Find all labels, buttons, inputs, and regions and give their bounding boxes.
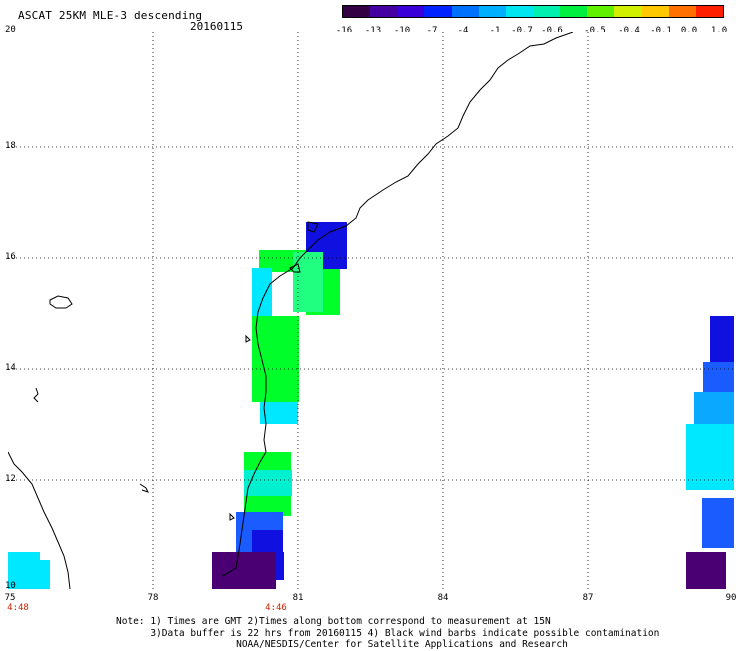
note-line: NOAA/NESDIS/Center for Satellite Applica…: [116, 639, 568, 650]
colorbar-segment: [641, 6, 669, 17]
longitude-label: 81: [292, 593, 304, 603]
colorbar-segment: [424, 6, 452, 17]
product-title: ASCAT 25KM MLE-3 descending: [18, 9, 203, 22]
latitude-label: 12: [5, 474, 16, 484]
colorbar-label: -7: [426, 26, 438, 36]
pass-time-label: 4:46: [265, 603, 287, 613]
colorbar-label: -10: [393, 26, 411, 36]
colorbar-segment: [343, 6, 371, 17]
colorbar-label: -13: [364, 26, 382, 36]
pass-time-label: 4:48: [7, 603, 29, 613]
wind-map: [8, 32, 734, 589]
colorbar-label: -4: [457, 26, 469, 36]
colorbar-segment: [695, 6, 723, 17]
colorbar-segment: [614, 6, 642, 17]
colorbar-label: -0.5: [584, 26, 606, 36]
graticule: [8, 32, 734, 589]
colorbar-label: -16: [335, 26, 353, 36]
colorbar-label: -0.1: [650, 26, 672, 36]
latitude-label: 14: [5, 363, 16, 373]
longitude-label: 90: [725, 593, 737, 603]
scatterometer-swath-west: [8, 552, 50, 589]
colorbar-segment: [505, 6, 533, 17]
colorbar-label: -0.6: [541, 26, 563, 36]
colorbar-segment: [451, 6, 479, 17]
colorbar-label: -0.7: [511, 26, 533, 36]
longitude-label: 78: [147, 593, 159, 603]
longitude-label: 84: [437, 593, 449, 603]
scatterometer-swath-east: [686, 316, 734, 589]
latitude-label: 16: [5, 252, 16, 262]
longitude-label: 87: [582, 593, 594, 603]
latitude-label: 10: [5, 581, 16, 591]
footnotes: Note: 1) Times are GMT 2)Times along bot…: [116, 616, 659, 651]
latitude-label: 20: [5, 25, 16, 35]
scatterometer-swath-coast: [212, 222, 347, 589]
note-line: Note: 1) Times are GMT 2)Times along bot…: [116, 616, 551, 627]
color-scale-labels: -16 -13 -10 -7 -4 -1 -0.7 -0.6 -0.5 -0.4…: [330, 26, 740, 40]
colorbar-label: -0.4: [618, 26, 640, 36]
colorbar-segment: [560, 6, 588, 17]
coastline: [8, 32, 574, 589]
latitude-label: 18: [5, 141, 16, 151]
color-scale-bar: [342, 5, 724, 18]
colorbar-segment: [478, 6, 506, 17]
longitude-label: 75: [4, 593, 16, 603]
colorbar-label: 0.0: [680, 26, 698, 36]
colorbar-segment: [370, 6, 398, 17]
colorbar-label: 1.0: [710, 26, 728, 36]
map-frame: [8, 32, 734, 589]
colorbar-label: -1: [489, 26, 501, 36]
colorbar-segment: [532, 6, 561, 17]
colorbar-segment: [587, 6, 615, 17]
colorbar-segment: [668, 6, 696, 17]
note-line: 3)Data buffer is 22 hrs from 20160115 4)…: [116, 627, 660, 639]
colorbar-segment: [397, 6, 425, 17]
product-date: 20160115: [190, 20, 243, 33]
